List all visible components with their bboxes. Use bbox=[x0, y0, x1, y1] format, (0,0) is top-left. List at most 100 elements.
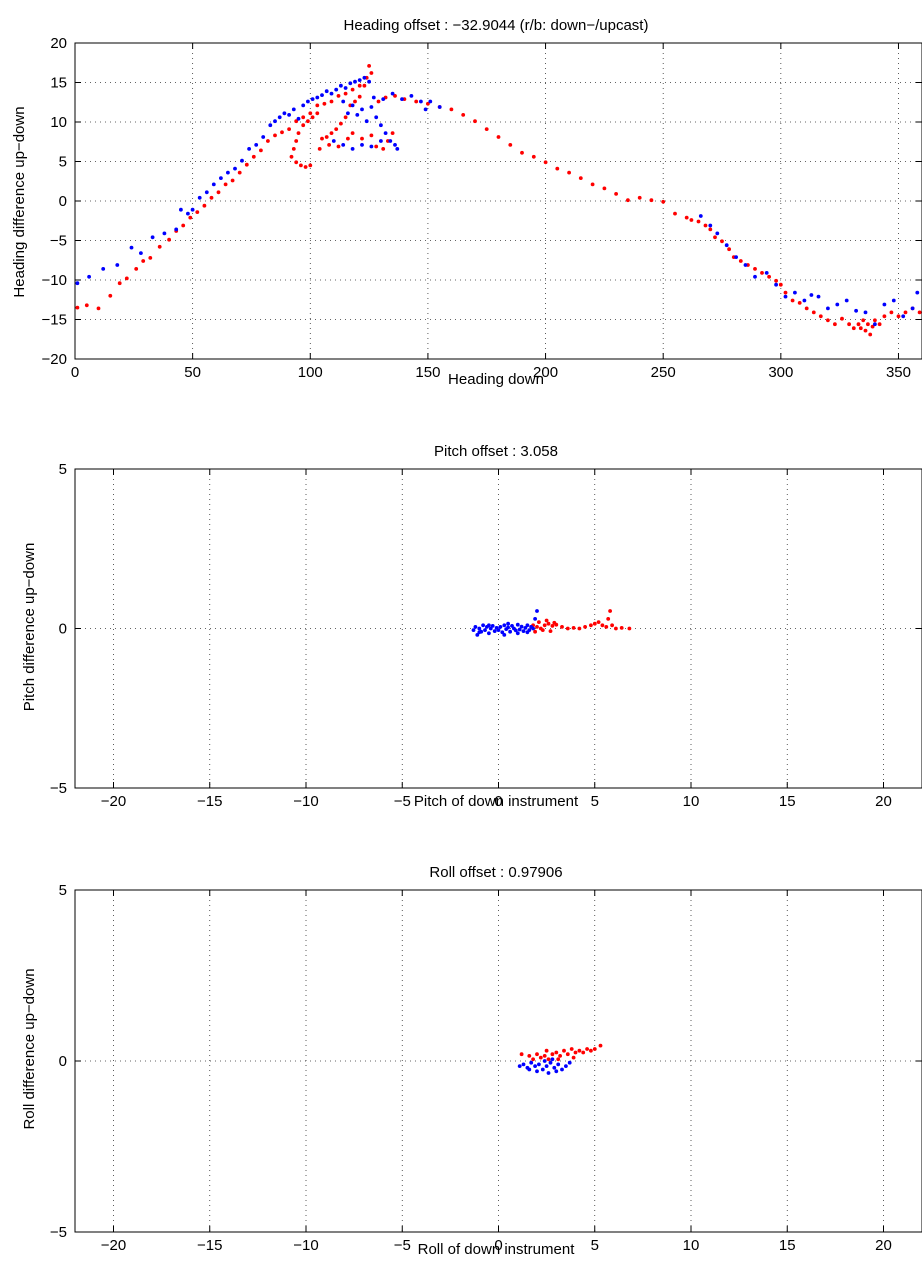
data-point bbox=[882, 302, 887, 307]
data-point bbox=[910, 306, 915, 311]
data-point bbox=[790, 298, 795, 303]
data-point bbox=[550, 1057, 555, 1062]
x-tick-label: 10 bbox=[683, 793, 700, 810]
data-point bbox=[565, 1052, 570, 1057]
data-point bbox=[310, 115, 315, 120]
data-point bbox=[661, 199, 666, 204]
data-point bbox=[251, 154, 256, 159]
x-tick-label: 200 bbox=[533, 364, 558, 381]
data-point bbox=[282, 111, 287, 116]
data-point bbox=[254, 143, 259, 147]
data-point bbox=[856, 322, 861, 327]
data-point bbox=[521, 629, 526, 633]
data-point bbox=[590, 182, 595, 187]
data-point bbox=[204, 190, 209, 195]
data-point bbox=[343, 91, 348, 96]
data-point bbox=[531, 154, 536, 159]
data-point bbox=[546, 621, 551, 626]
data-point bbox=[437, 105, 442, 109]
data-point bbox=[571, 626, 576, 630]
data-point bbox=[329, 131, 334, 136]
x-tick-label: −20 bbox=[101, 1237, 126, 1254]
data-point bbox=[117, 281, 122, 286]
data-point bbox=[379, 139, 383, 143]
data-point bbox=[863, 328, 868, 333]
data-point bbox=[802, 298, 807, 303]
data-point bbox=[287, 127, 291, 131]
data-point bbox=[492, 629, 497, 633]
plot-area bbox=[75, 43, 922, 359]
data-point bbox=[783, 290, 788, 295]
data-point bbox=[527, 1054, 532, 1058]
data-point bbox=[809, 293, 814, 297]
data-point bbox=[734, 255, 738, 259]
data-point bbox=[564, 1064, 568, 1068]
data-point bbox=[502, 633, 507, 637]
data-point bbox=[573, 1050, 578, 1055]
data-point bbox=[261, 135, 266, 139]
data-point bbox=[527, 1067, 532, 1072]
data-point bbox=[310, 97, 315, 101]
data-point bbox=[560, 1067, 564, 1072]
data-point bbox=[873, 318, 877, 323]
data-point bbox=[889, 310, 894, 315]
data-point bbox=[569, 1047, 574, 1051]
data-point bbox=[610, 623, 614, 628]
data-point bbox=[346, 136, 350, 141]
data-point bbox=[496, 628, 501, 632]
x-tick-label: 15 bbox=[779, 793, 796, 810]
data-point bbox=[858, 326, 863, 331]
data-point bbox=[483, 628, 487, 632]
data-point bbox=[508, 143, 513, 147]
data-point bbox=[477, 626, 482, 631]
data-point bbox=[336, 144, 341, 149]
data-point bbox=[353, 79, 357, 84]
plot-title: Heading offset : −32.9044 (r/b: down−/up… bbox=[344, 17, 649, 34]
data-point bbox=[519, 624, 524, 629]
data-point bbox=[818, 314, 823, 319]
data-point bbox=[882, 314, 887, 319]
data-point bbox=[649, 198, 654, 203]
data-point bbox=[190, 207, 195, 212]
data-point bbox=[567, 1060, 572, 1065]
data-point bbox=[84, 303, 89, 308]
x-tick-label: 5 bbox=[591, 1237, 599, 1254]
data-point bbox=[727, 247, 731, 252]
x-tick-label: 0 bbox=[494, 1237, 502, 1254]
data-point bbox=[291, 107, 296, 112]
y-tick-label: 5 bbox=[59, 154, 67, 171]
data-point bbox=[357, 94, 362, 99]
data-point bbox=[414, 99, 419, 104]
data-point bbox=[533, 1064, 537, 1068]
data-point bbox=[774, 282, 778, 287]
data-point bbox=[157, 244, 162, 249]
data-point bbox=[903, 310, 908, 315]
data-point bbox=[473, 119, 477, 124]
data-point bbox=[150, 235, 155, 240]
data-point bbox=[348, 81, 353, 86]
data-point bbox=[306, 99, 310, 104]
data-point bbox=[320, 93, 324, 97]
data-point bbox=[554, 1050, 559, 1055]
data-point bbox=[339, 83, 343, 88]
data-point bbox=[542, 623, 547, 628]
data-point bbox=[277, 115, 282, 120]
data-point bbox=[826, 306, 830, 311]
y-tick-label: −20 bbox=[42, 351, 67, 368]
data-point bbox=[592, 1047, 597, 1051]
data-point bbox=[388, 139, 393, 143]
data-point bbox=[508, 629, 512, 634]
data-point bbox=[477, 630, 482, 635]
data-point bbox=[531, 626, 535, 631]
data-point bbox=[870, 324, 875, 329]
data-point bbox=[525, 630, 530, 635]
data-point bbox=[188, 215, 193, 220]
data-point bbox=[689, 218, 694, 222]
data-point bbox=[186, 211, 190, 216]
data-point bbox=[720, 239, 724, 244]
x-tick-label: 0 bbox=[494, 793, 502, 810]
data-point bbox=[449, 107, 454, 112]
y-tick-label: 0 bbox=[59, 1053, 67, 1070]
data-point bbox=[357, 78, 362, 82]
